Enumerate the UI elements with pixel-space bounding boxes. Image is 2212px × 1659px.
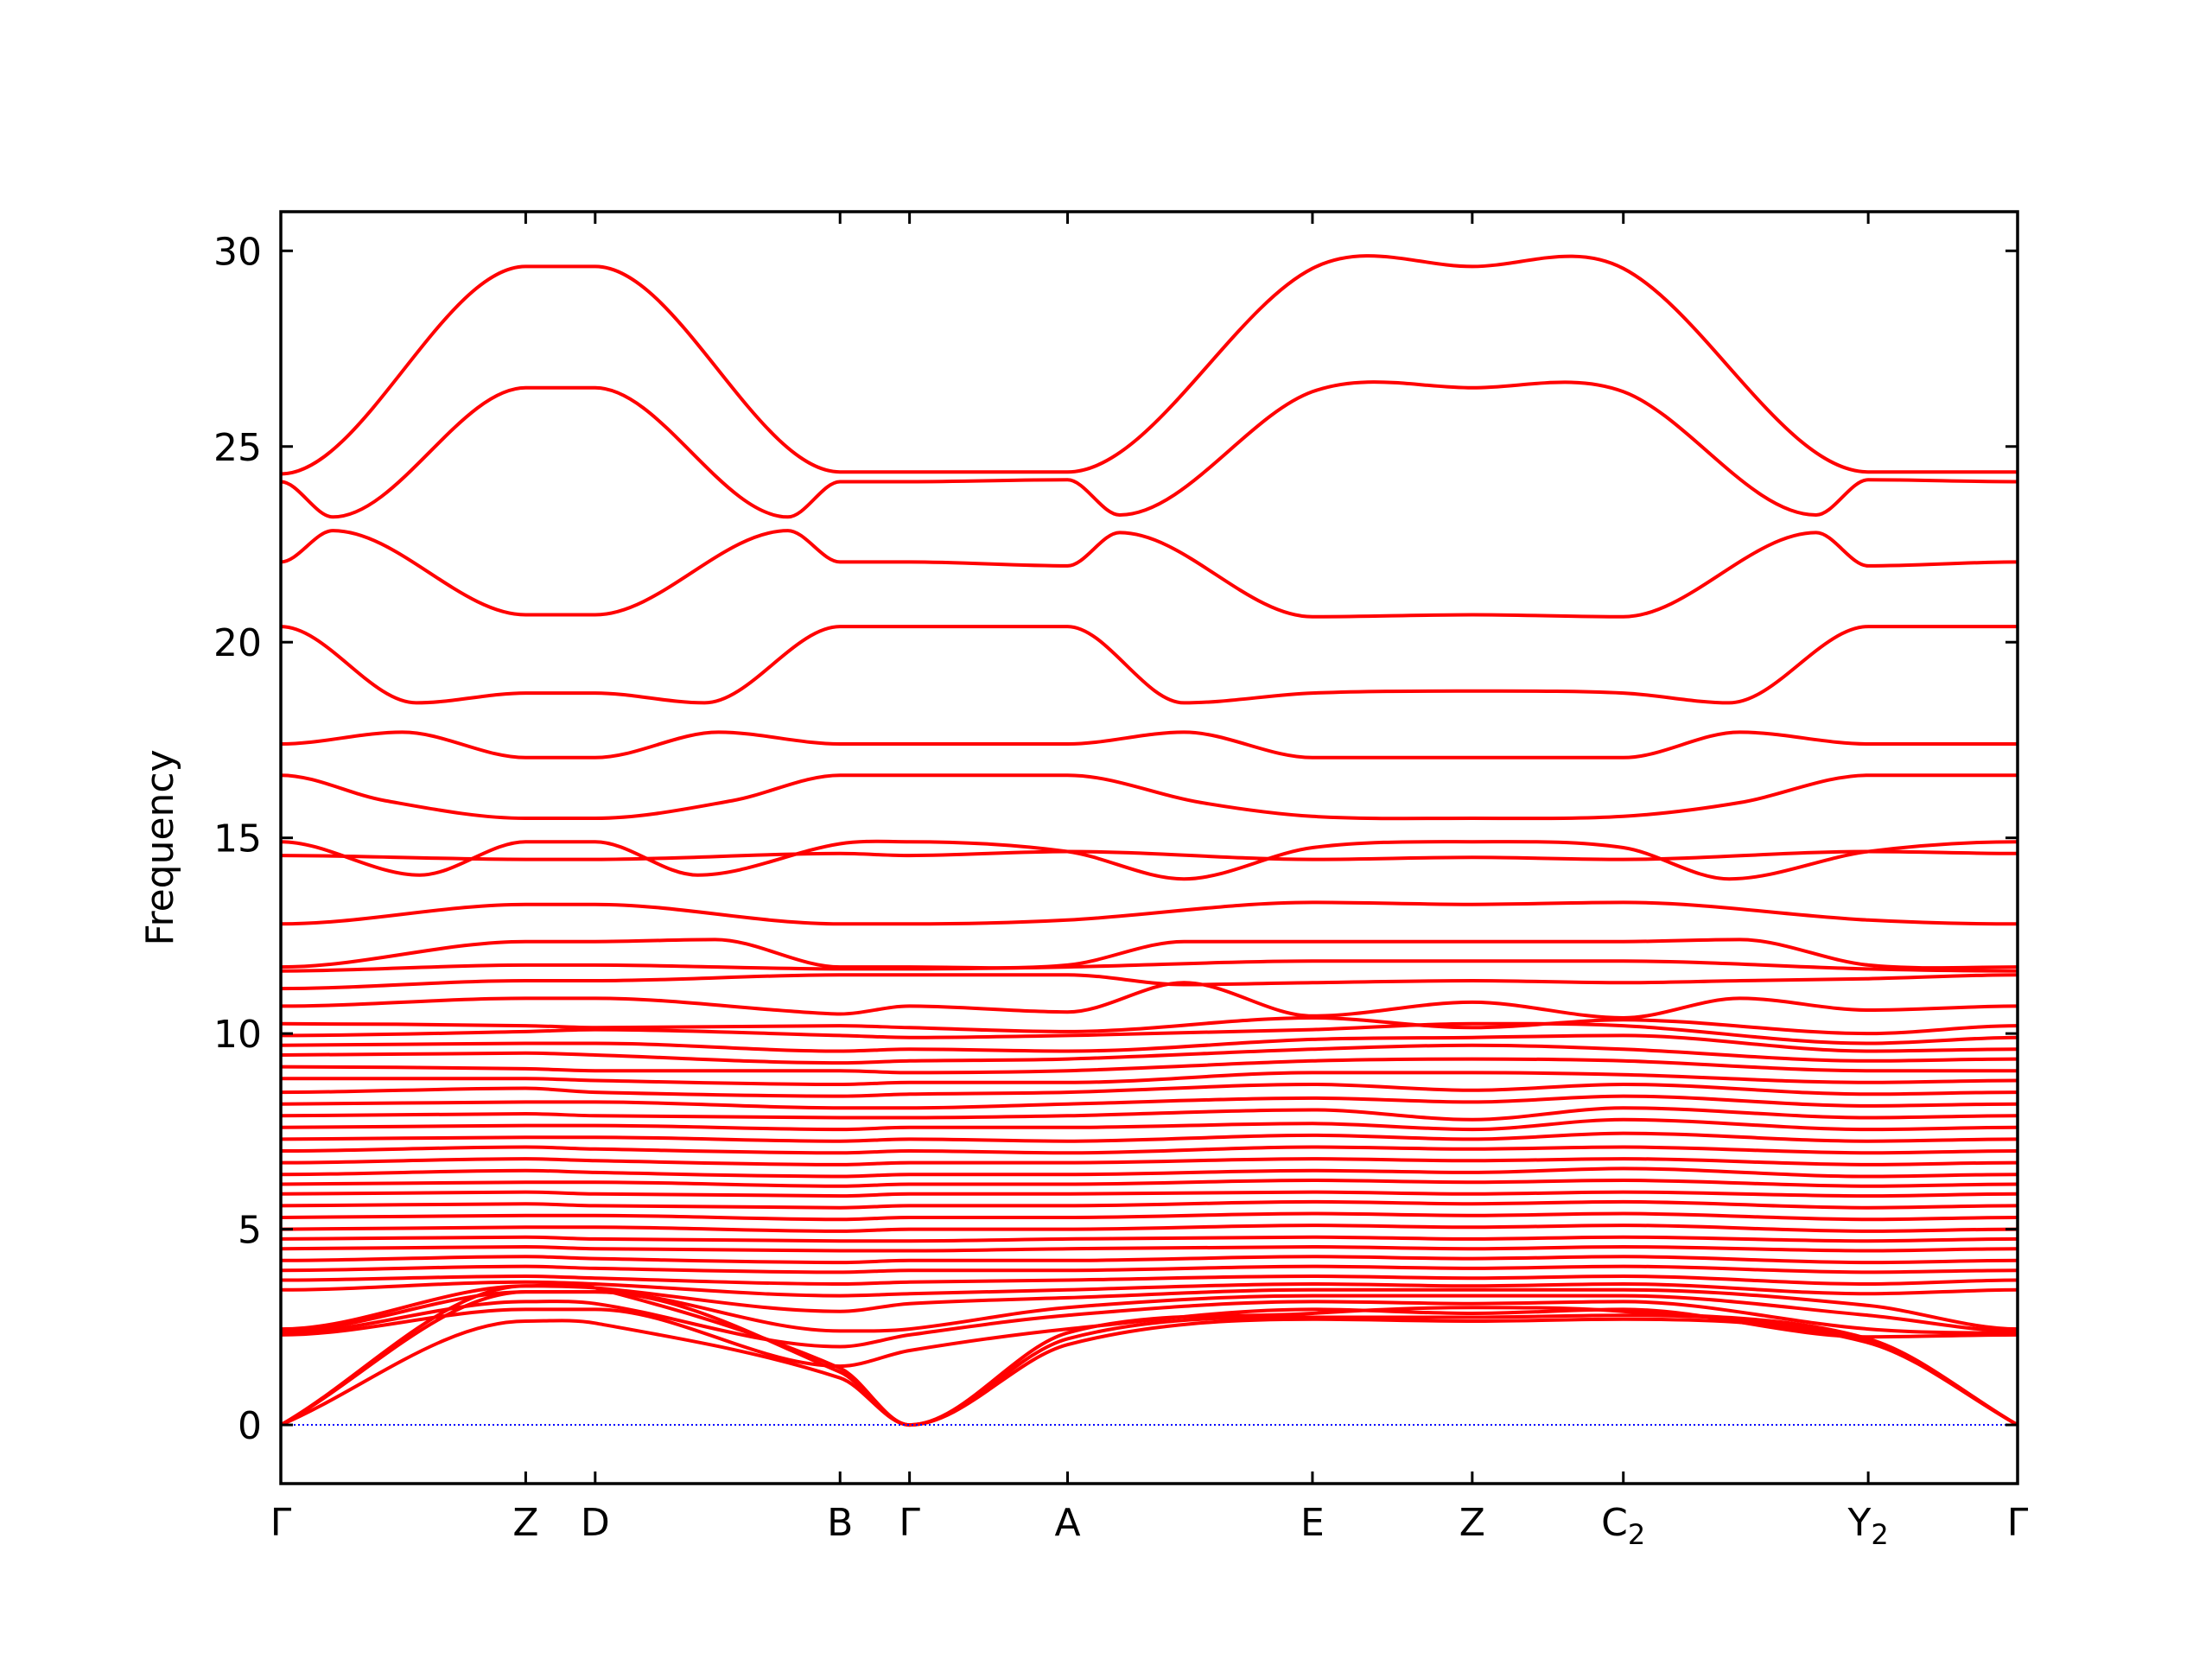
band-line-34 — [281, 1245, 2018, 1253]
band-line-21 — [281, 1094, 2018, 1110]
band-line-25 — [281, 1145, 2018, 1155]
x-tick-label: Γ — [899, 1501, 920, 1545]
x-tick-label: D — [581, 1501, 610, 1545]
band-line-31 — [281, 1211, 2018, 1222]
y-tick-label: 30 — [213, 230, 262, 274]
band-line-45 — [281, 1317, 2018, 1427]
band-line-44 — [281, 1290, 2018, 1427]
x-tick-label: Γ — [2007, 1501, 2029, 1545]
band-line-33 — [281, 1235, 2018, 1243]
band-line-18 — [281, 1057, 2018, 1075]
band-line-14 — [281, 1016, 2018, 1036]
band-line-6 — [281, 773, 2018, 821]
band-line-7 — [281, 839, 2018, 881]
band-line-9 — [281, 900, 2018, 926]
y-tick-label: 20 — [213, 621, 262, 665]
band-line-29 — [281, 1190, 2018, 1198]
band-line-2 — [281, 380, 2018, 519]
band-line-28 — [281, 1179, 2018, 1188]
band-line-26 — [281, 1157, 2018, 1166]
y-tick-label: 0 — [238, 1404, 262, 1448]
y-tick-label: 15 — [213, 817, 262, 861]
band-line-17 — [281, 1043, 2018, 1065]
band-line-39 — [281, 1284, 2018, 1332]
band-line-4 — [281, 625, 2018, 705]
band-line-16 — [281, 1033, 2018, 1053]
band-line-5 — [281, 730, 2018, 760]
band-line-22 — [281, 1106, 2018, 1122]
y-tick-label: 25 — [213, 426, 262, 470]
band-line-12 — [281, 973, 2018, 991]
x-tick-label: B — [827, 1501, 853, 1545]
band-line-36 — [281, 1264, 2018, 1274]
y-axis-label: Frequency — [138, 749, 182, 945]
band-line-1 — [281, 254, 2018, 476]
band-line-19 — [281, 1071, 2018, 1086]
band-line-41 — [281, 1300, 2018, 1349]
series-layer — [281, 254, 2018, 1427]
band-line-10 — [281, 938, 2018, 970]
band-line-15 — [281, 1021, 2018, 1046]
band-line-23 — [281, 1117, 2018, 1132]
band-line-3 — [281, 529, 2018, 619]
y-tick-label: 5 — [238, 1209, 262, 1253]
band-line-27 — [281, 1166, 2018, 1179]
band-line-20 — [281, 1083, 2018, 1098]
x-tick-label: A — [1054, 1501, 1080, 1545]
band-line-24 — [281, 1131, 2018, 1143]
band-line-30 — [281, 1199, 2018, 1210]
band-line-11 — [281, 959, 2018, 973]
band-line-13 — [281, 981, 2018, 1020]
x-tick-label: E — [1300, 1501, 1325, 1545]
band-line-38 — [281, 1280, 2018, 1298]
y-tick-label: 10 — [213, 1013, 262, 1057]
band-line-35 — [281, 1255, 2018, 1265]
x-tick-label: Z — [512, 1501, 538, 1545]
x-tick-label: C2 — [1601, 1501, 1645, 1551]
x-tick-label: Z — [1459, 1501, 1485, 1545]
band-line-37 — [281, 1274, 2018, 1286]
band-line-32 — [281, 1224, 2018, 1233]
x-tick-label: Γ — [270, 1501, 292, 1545]
band-line-8 — [281, 849, 2018, 861]
plot-frame — [279, 210, 2019, 1485]
